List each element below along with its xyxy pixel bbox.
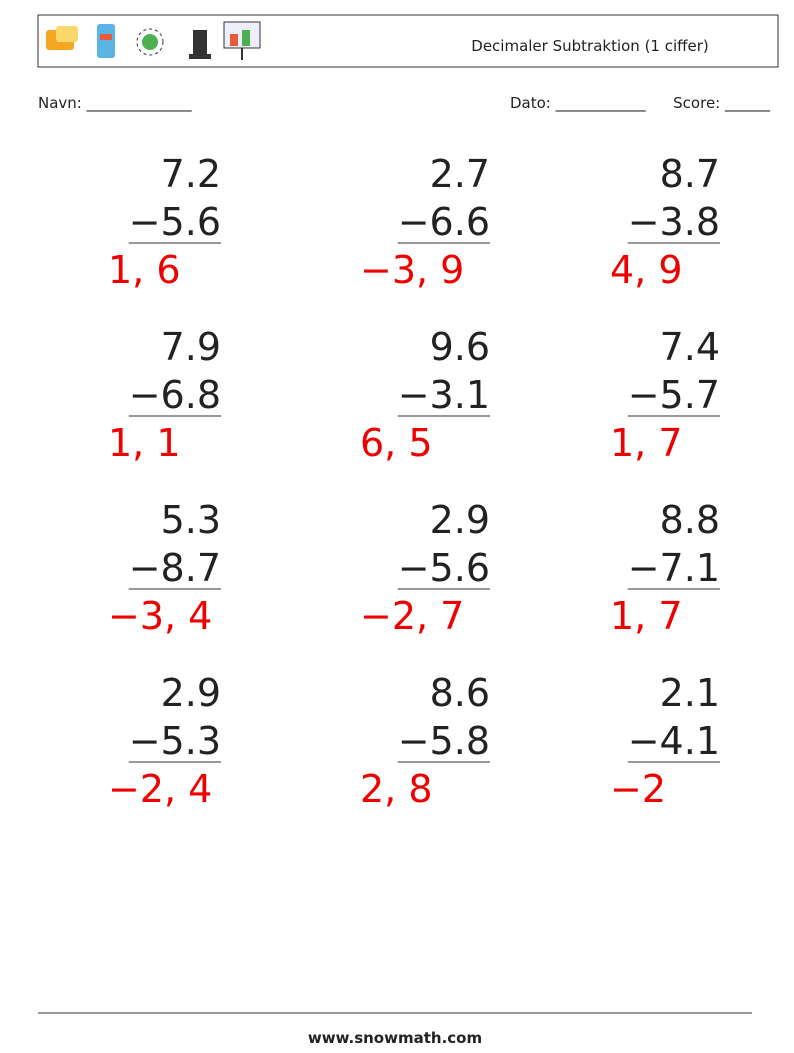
subtrahend: −5.8 bbox=[398, 719, 490, 763]
subtrahend: −6.6 bbox=[398, 200, 490, 244]
icon bbox=[189, 54, 211, 59]
icon bbox=[142, 34, 158, 50]
subtrahend: −5.3 bbox=[129, 719, 221, 763]
subtrahend: −3.8 bbox=[628, 200, 720, 244]
answer: 1, 7 bbox=[610, 594, 683, 638]
minuend: 9.6 bbox=[430, 325, 490, 369]
answer: 4, 9 bbox=[610, 248, 683, 292]
minuend: 8.7 bbox=[660, 152, 720, 196]
minuend: 2.9 bbox=[430, 498, 490, 542]
icon bbox=[136, 28, 164, 56]
date-field: Dato: ____________ bbox=[510, 94, 646, 113]
footer-url: www.snowmath.com bbox=[308, 1029, 482, 1047]
minuend: 7.2 bbox=[161, 152, 221, 196]
answer: −2, 4 bbox=[108, 767, 212, 811]
minuend: 2.7 bbox=[430, 152, 490, 196]
score-field: Score: ______ bbox=[673, 94, 770, 113]
minuend: 7.4 bbox=[660, 325, 720, 369]
icon bbox=[97, 24, 115, 58]
icon bbox=[230, 34, 238, 46]
answer: −2 bbox=[610, 767, 666, 811]
icon bbox=[100, 34, 112, 40]
minuend: 5.3 bbox=[161, 498, 221, 542]
minuend: 8.6 bbox=[430, 671, 490, 715]
icon bbox=[56, 26, 78, 42]
minuend: 2.1 bbox=[660, 671, 720, 715]
subtrahend: −5.6 bbox=[129, 200, 221, 244]
answer: 2, 8 bbox=[360, 767, 433, 811]
answer: 1, 6 bbox=[108, 248, 181, 292]
subtrahend: −5.7 bbox=[628, 373, 720, 417]
minuend: 8.8 bbox=[660, 498, 720, 542]
name-field: Navn: ______________ bbox=[38, 94, 192, 113]
header-icons bbox=[46, 21, 261, 60]
subtrahend: −3.1 bbox=[398, 373, 490, 417]
subtrahend: −8.7 bbox=[129, 546, 221, 590]
answer: −3, 4 bbox=[108, 594, 212, 638]
title: Decimaler Subtraktion (1 ciffer) bbox=[471, 37, 708, 55]
answer: −3, 9 bbox=[360, 248, 464, 292]
subtrahend: −4.1 bbox=[628, 719, 720, 763]
icon bbox=[193, 30, 207, 54]
subtrahend: −5.6 bbox=[398, 546, 490, 590]
subtrahend: −7.1 bbox=[628, 546, 720, 590]
minuend: 2.9 bbox=[161, 671, 221, 715]
minuend: 7.9 bbox=[161, 325, 221, 369]
header-box bbox=[37, 14, 779, 68]
answer: 1, 1 bbox=[108, 421, 181, 465]
answer: 1, 7 bbox=[610, 421, 683, 465]
subtrahend: −6.8 bbox=[129, 373, 221, 417]
icon bbox=[242, 30, 250, 46]
answer: −2, 7 bbox=[360, 594, 464, 638]
answer: 6, 5 bbox=[360, 421, 433, 465]
